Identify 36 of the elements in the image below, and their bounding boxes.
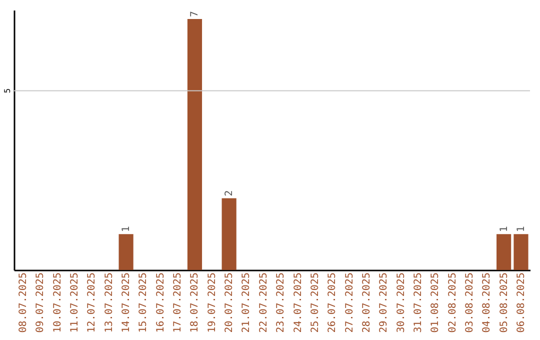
x-tick-label: 21.07.2025 <box>241 272 252 333</box>
x-tick-label: 20.07.2025 <box>224 272 236 333</box>
x-tick-label: 30.07.2025 <box>396 272 407 333</box>
x-tick-label: 05.08.2025 <box>498 272 510 333</box>
x-tick-label: 16.07.2025 <box>155 272 166 333</box>
x-tick-label: 25.07.2025 <box>310 272 321 333</box>
data-label: 7 <box>190 10 201 17</box>
x-tick-label: 17.07.2025 <box>172 272 184 333</box>
x-tick-label: 12.07.2025 <box>86 272 98 333</box>
x-tick-label: 06.08.2025 <box>516 272 527 333</box>
data-label: 1 <box>516 226 527 232</box>
x-tick-label: 26.07.2025 <box>327 272 338 333</box>
x-tick-label: 18.07.2025 <box>190 272 201 333</box>
data-label: 1 <box>121 226 132 232</box>
x-tick-label: 28.07.2025 <box>361 272 372 333</box>
x-tick-label: 22.07.2025 <box>258 272 270 333</box>
x-tick-label: 14.07.2025 <box>121 272 132 333</box>
x-tick-label: 27.07.2025 <box>344 272 356 333</box>
x-tick-label: 01.08.2025 <box>430 272 442 333</box>
x-tick-label: 03.08.2025 <box>464 272 476 333</box>
data-label: 1 <box>498 226 510 232</box>
data-label: 2 <box>224 190 236 196</box>
x-tick-label: 11.07.2025 <box>70 272 81 333</box>
x-tick-label: 04.08.2025 <box>482 272 493 333</box>
ref-line-label: 5 <box>3 88 12 94</box>
x-tick-label: 09.07.2025 <box>35 272 46 333</box>
x-tick-label: 15.07.2025 <box>138 272 150 333</box>
x-tick-label: 02.08.2025 <box>447 272 458 333</box>
x-tick-label: 10.07.2025 <box>52 272 64 333</box>
x-tick-label: 19.07.2025 <box>206 272 218 333</box>
x-tick-label: 13.07.2025 <box>104 272 115 333</box>
x-tick-label: 23.07.2025 <box>276 272 287 333</box>
x-tick-label: 29.07.2025 <box>378 272 390 333</box>
x-tick-label: 31.07.2025 <box>412 272 424 333</box>
x-tick-label: 08.07.2025 <box>18 272 30 333</box>
x-tick-label: 24.07.2025 <box>292 272 304 333</box>
